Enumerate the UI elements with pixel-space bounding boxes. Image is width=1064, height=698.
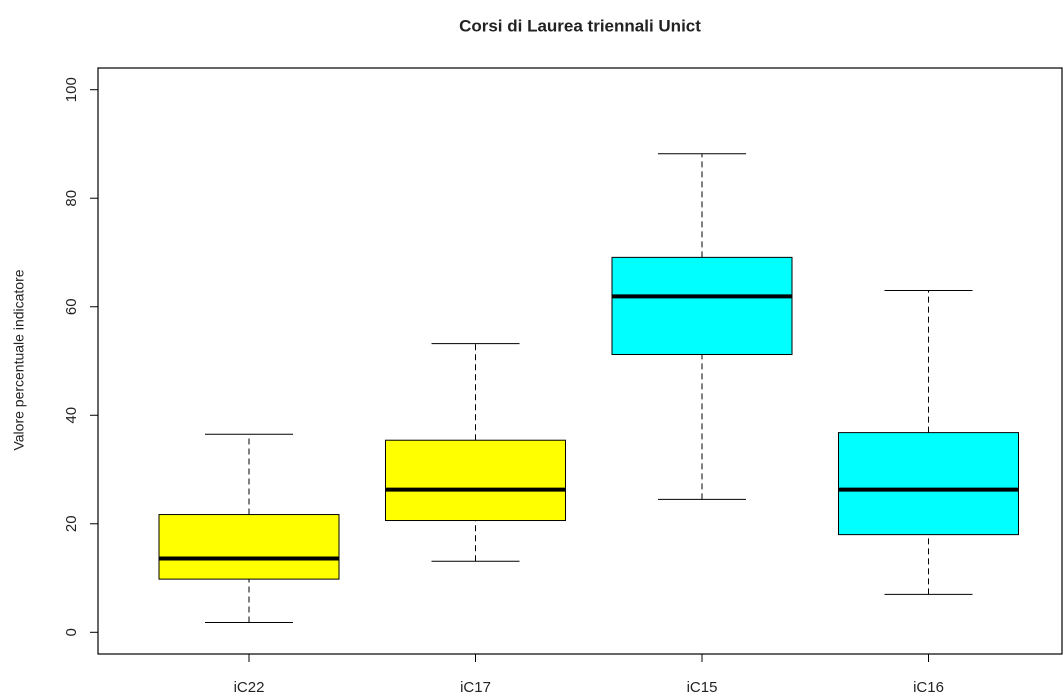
plot-frame (97, 67, 1063, 655)
y-tick-label: 0 (63, 628, 80, 636)
box (838, 432, 1019, 536)
x-tick-label: iC22 (234, 679, 265, 696)
y-tick-label: 100 (63, 77, 80, 102)
x-tick-label: iC17 (460, 679, 491, 696)
box (611, 256, 793, 355)
y-axis-label: Valore percentuale indicatore (11, 269, 27, 450)
x-tick-label: iC15 (687, 679, 718, 696)
chart-title: Corsi di Laurea triennali Unict (459, 16, 701, 35)
y-tick-label: 20 (63, 515, 80, 532)
x-tick-label: iC16 (913, 679, 944, 696)
y-tick-label: 40 (63, 407, 80, 424)
box (385, 439, 566, 522)
y-tick-label: 80 (63, 190, 80, 207)
box (158, 514, 340, 580)
y-tick-label: 60 (63, 298, 80, 315)
